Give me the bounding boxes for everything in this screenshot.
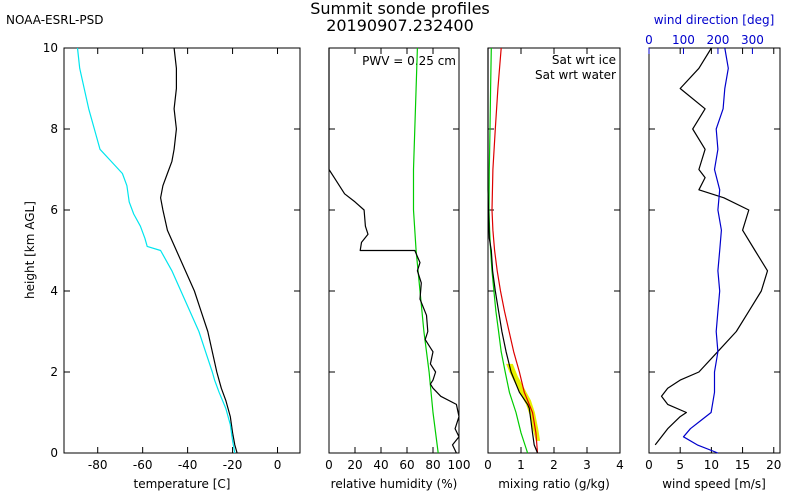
wind-xtick-label: 0	[645, 458, 653, 472]
relative-humidity-xlabel: relative humidity (%)	[331, 477, 458, 491]
height-ytick-label: 4	[50, 284, 58, 298]
height-ytick-label: 2	[50, 365, 58, 379]
temperature-xtick-label: -20	[223, 458, 243, 472]
mixing-ratio-series-sat-wrt-ice	[488, 47, 529, 454]
mixing-ratio-xtick-label: 4	[616, 458, 624, 472]
mixing-ratio-xtick-label: 3	[583, 458, 591, 472]
mixing-ratio-series-profile-2	[487, 48, 539, 454]
relative-humidity-panel: relative humidity (%) PWV = 0.25 cm 0 20 4…	[325, 47, 471, 491]
relative-humidity-xtick-label: 0	[325, 458, 333, 472]
relative-humidity-frame	[328, 47, 460, 454]
relative-humidity-series-profile-1	[328, 48, 460, 454]
relative-humidity-xtick-label: 80	[425, 458, 440, 472]
temperature-series-profile-0	[160, 47, 238, 454]
mixing-ratio-frame	[487, 47, 621, 454]
wind-direction-tick-label: 100	[672, 33, 695, 47]
temperature-xtick-label: -60	[133, 458, 153, 472]
relative-humidity-xtick-label: 60	[399, 458, 414, 472]
mixing-ratio-xlabel: mixing ratio (g/kg)	[498, 477, 610, 491]
wind-direction-tick-label: 0	[645, 33, 653, 47]
figure-title: Summit sonde profiles	[310, 0, 490, 18]
height-ytick-label: 0	[50, 446, 58, 460]
wind-panel: wind speed [m/s] wind direction [deg] 0 5…	[645, 13, 781, 491]
wind-direction-xlabel: wind direction [deg]	[654, 13, 775, 27]
temperature-xtick-label: 0	[274, 458, 282, 472]
pwv-annotation: PWV = 0.25 cm	[362, 54, 456, 68]
wind-xtick-label: 10	[704, 458, 719, 472]
temperature-frame	[63, 47, 301, 454]
figure-subtitle: 20190907.232400	[326, 16, 474, 35]
legend-sat-water: Sat wrt water	[535, 68, 616, 82]
temperature-xtick-label: -80	[88, 458, 108, 472]
height-ytick-label: 6	[50, 203, 58, 217]
mixing-ratio-xtick-label: 0	[484, 458, 492, 472]
wind-frame	[648, 47, 781, 454]
legend-sat-ice: Sat wrt ice	[552, 53, 616, 67]
wind-direction-tick-label: 200	[706, 33, 729, 47]
height-ytick-label: 8	[50, 122, 58, 136]
relative-humidity-series-profile-0	[412, 47, 439, 454]
height-ylabel: height [km AGL]	[23, 201, 37, 299]
source-label: NOAA-ESRL-PSD	[6, 13, 103, 27]
wind-series-wind-direction	[682, 47, 729, 454]
temperature-xtick-label: -40	[178, 458, 198, 472]
mixing-ratio-xtick-label: 2	[550, 458, 558, 472]
mixing-ratio-xtick-label: 1	[517, 458, 525, 472]
height-ytick-label: 10	[43, 41, 58, 55]
temperature-xlabel: temperature [C]	[134, 477, 231, 491]
wind-speed-xlabel: wind speed [m/s]	[662, 477, 766, 491]
relative-humidity-xtick-label: 20	[347, 458, 362, 472]
relative-humidity-xtick-label: 40	[373, 458, 388, 472]
mixing-ratio-panel: mixing ratio (g/kg) Sat wrt ice Sat wrt …	[484, 47, 624, 491]
mixing-ratio-series-sat-wrt-water	[491, 47, 539, 454]
relative-humidity-xtick-label: 100	[448, 458, 471, 472]
wind-xtick-label: 15	[735, 458, 750, 472]
temperature-panel: temperature [C] height [km AGL] -80 -60 -4…	[23, 41, 301, 491]
temperature-series-profile-1	[76, 47, 236, 454]
wind-series-wind-speed	[654, 47, 769, 446]
wind-direction-tick-label: 300	[741, 33, 764, 47]
wind-xtick-label: 20	[766, 458, 781, 472]
wind-xtick-label: 5	[676, 458, 684, 472]
